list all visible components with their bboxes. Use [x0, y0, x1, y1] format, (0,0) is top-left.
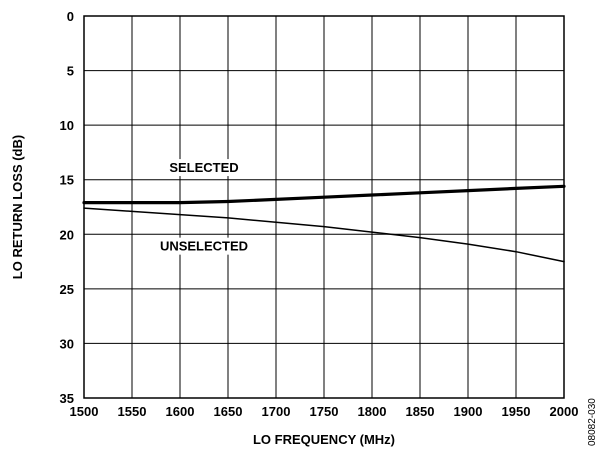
x-tick-label: 1800 — [358, 404, 387, 419]
x-tick-label: 1500 — [70, 404, 99, 419]
series-group: SELECTED UNSELECTED — [82, 159, 566, 263]
x-axis-title: LO FREQUENCY (MHz) — [253, 432, 395, 447]
x-tick-label: 2000 — [550, 404, 579, 419]
y-axis-ticks: 0 5 10 15 20 25 30 35 — [60, 9, 74, 406]
x-axis-ticks: 1500 1550 1600 1650 1700 1750 1800 1850 1900 1950… — [70, 404, 579, 419]
x-tick-label: 1650 — [214, 404, 243, 419]
grid — [84, 16, 564, 398]
series-label-text: UNSELECTED — [160, 239, 248, 254]
y-tick-label: 15 — [60, 173, 74, 188]
y-tick-label: 25 — [60, 282, 74, 297]
figure-id: 08082-030 — [587, 398, 598, 446]
x-tick-label: 1550 — [118, 404, 147, 419]
series-label-unselected: UNSELECTED — [156, 237, 252, 255]
y-axis-title: LO RETURN LOSS (dB) — [10, 135, 25, 279]
y-tick-label: 0 — [67, 9, 74, 24]
y-tick-label: 20 — [60, 227, 74, 242]
y-tick-label: 30 — [60, 336, 74, 351]
x-tick-label: 1850 — [406, 404, 435, 419]
series-label-selected: SELECTED — [166, 159, 242, 177]
y-tick-label: 10 — [60, 118, 74, 133]
y-tick-label: 5 — [67, 64, 74, 79]
y-tick-label: 35 — [60, 391, 74, 406]
x-tick-label: 1700 — [262, 404, 291, 419]
x-tick-label: 1600 — [166, 404, 195, 419]
series-label-background — [156, 237, 252, 255]
series-label-text: SELECTED — [169, 160, 238, 175]
x-tick-label: 1950 — [502, 404, 531, 419]
series-line-unselected — [83, 207, 565, 263]
series-line-selected — [82, 184, 566, 205]
x-tick-label: 1900 — [454, 404, 483, 419]
series-label-background — [166, 159, 242, 177]
x-tick-label: 1750 — [310, 404, 339, 419]
